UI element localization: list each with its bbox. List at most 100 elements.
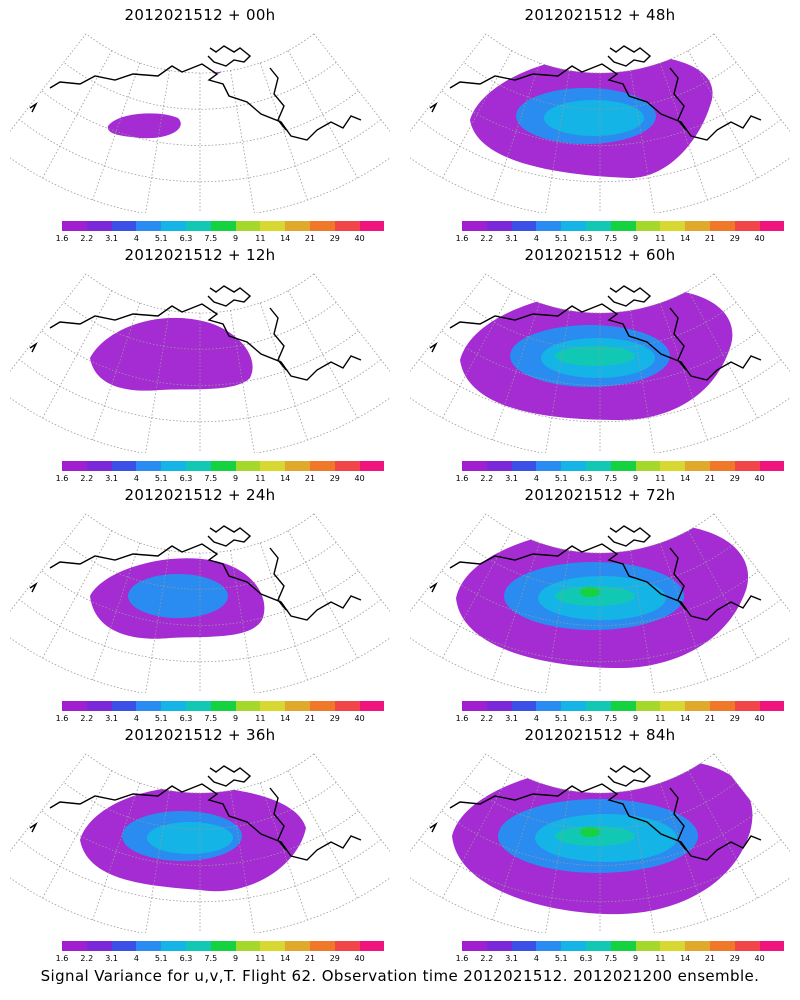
graticule <box>10 753 390 933</box>
colorbar-swatch <box>660 941 686 951</box>
colorbar-swatch <box>285 701 310 711</box>
colorbar-tick-label: 1.6 <box>55 954 69 963</box>
colorbar-swatch <box>285 941 310 951</box>
colorbar-swatch <box>685 701 710 711</box>
colorbar-tick-label: 4 <box>533 474 539 483</box>
colorbar-tick-label: 3.1 <box>505 474 518 483</box>
colorbar-swatch <box>685 461 710 471</box>
colorbar-swatch <box>685 941 710 951</box>
colorbar-tick-label: 6.3 <box>179 234 193 243</box>
colorbar-tick-label: 1.6 <box>55 474 69 483</box>
colorbar-swatch <box>161 701 186 711</box>
forecast-panel: 2012021512 + 48h 1.6 2.2 3.1 4 5.1 6.3 7.5 9 11 14… <box>400 0 800 243</box>
coastline <box>29 525 362 621</box>
colorbar-tick-label: 3.1 <box>505 714 518 723</box>
colorbar-swatch <box>610 221 636 231</box>
colorbar-tick-label: 9 <box>633 714 639 723</box>
colorbar-tick-label: 14 <box>280 714 291 723</box>
colorbar-swatch <box>309 701 335 711</box>
colorbar-tick-label: 5.1 <box>154 714 168 723</box>
colorbar-tick-label: 7.5 <box>604 954 618 963</box>
panel-title: 2012021512 + 72h <box>524 486 676 504</box>
graticule <box>410 273 790 453</box>
colorbar-swatch <box>660 461 686 471</box>
colorbar-tick-label: 40 <box>354 234 365 243</box>
colorbar-swatch <box>136 701 162 711</box>
colorbar-swatch <box>734 701 760 711</box>
colorbar-swatch <box>759 221 785 231</box>
graticule <box>10 273 390 453</box>
colorbar-tick-label: 7.5 <box>204 474 218 483</box>
colorbar-tick-label: 1.6 <box>55 714 69 723</box>
colorbar-swatch <box>635 221 661 231</box>
colorbar-swatch <box>486 701 512 711</box>
colorbar-swatch <box>86 461 112 471</box>
colorbar-swatch <box>660 701 686 711</box>
colorbar-swatch <box>759 941 785 951</box>
colorbar-tick-label: 7.5 <box>204 234 218 243</box>
variance-field <box>580 827 600 837</box>
colorbar-swatch <box>210 701 236 711</box>
colorbar-tick-label: 21 <box>304 234 316 243</box>
colorbar-tick-label: 1.6 <box>455 234 469 243</box>
colorbar-swatch <box>285 221 310 231</box>
graticule <box>10 513 390 693</box>
colorbar-tick-label: 1.6 <box>455 954 469 963</box>
colorbar-tick-label: 9 <box>233 714 239 723</box>
colorbar-swatch <box>309 221 335 231</box>
colorbar-swatch <box>462 941 487 951</box>
colorbar-tick-label: 14 <box>280 954 291 963</box>
colorbar <box>62 221 385 231</box>
colorbar-tick-label: 1.6 <box>455 474 469 483</box>
colorbar-swatch <box>585 941 611 951</box>
colorbar-tick-label: 4 <box>533 234 539 243</box>
colorbar-tick-label: 1.6 <box>455 714 469 723</box>
panel-title: 2012021512 + 12h <box>124 246 276 264</box>
colorbar-swatch <box>359 701 385 711</box>
colorbar-swatch <box>260 461 286 471</box>
colorbar-tick-label: 40 <box>754 954 765 963</box>
colorbar-tick-label: 6.3 <box>579 954 593 963</box>
graticule <box>410 753 790 933</box>
colorbar-swatch <box>359 221 385 231</box>
forecast-panel: 2012021512 + 24h 1.6 2.2 3.1 4 5.1 6.3 7.5 9 11 14… <box>0 480 400 723</box>
colorbar-tick-label: 14 <box>680 234 691 243</box>
forecast-panel: 2012021512 + 72h 1.6 2.2 3.1 4 5.1 6.3 7.5 9 11 14… <box>400 480 800 723</box>
graticule <box>10 33 390 213</box>
panel-title: 2012021512 + 48h <box>524 6 676 24</box>
colorbar-swatch <box>185 221 211 231</box>
colorbar-tick-label: 21 <box>704 714 716 723</box>
colorbar-swatch <box>536 221 562 231</box>
colorbar-swatch <box>285 461 310 471</box>
variance-field <box>128 574 228 618</box>
colorbar-tick-label: 21 <box>304 954 316 963</box>
colorbar-tick-label: 5.1 <box>554 714 568 723</box>
colorbar-tick-label: 21 <box>304 714 316 723</box>
colorbar-swatch <box>536 701 562 711</box>
colorbar-swatch <box>759 461 785 471</box>
colorbar-tick-label: 29 <box>729 954 740 963</box>
graticule <box>410 513 790 693</box>
colorbar-swatch <box>685 221 710 231</box>
colorbar-swatch <box>111 941 137 951</box>
colorbar-tick-label: 3.1 <box>505 954 518 963</box>
colorbar-swatch <box>235 701 261 711</box>
colorbar <box>62 701 385 711</box>
colorbar-tick-label: 4 <box>133 234 139 243</box>
colorbar-tick-label: 9 <box>233 954 239 963</box>
colorbar-swatch <box>260 221 286 231</box>
colorbar-swatch <box>62 221 87 231</box>
colorbar-labels: 1.6 2.2 3.1 4 5.1 6.3 7.5 9 11 14 21 29 40 <box>55 474 365 484</box>
colorbar-swatch <box>536 461 562 471</box>
colorbar-tick-label: 7.5 <box>604 234 618 243</box>
colorbar-labels: 1.6 2.2 3.1 4 5.1 6.3 7.5 9 11 14 21 29 40 <box>55 234 365 244</box>
colorbar-swatch <box>486 221 512 231</box>
colorbar-swatch <box>536 941 562 951</box>
colorbar-swatch <box>309 941 335 951</box>
colorbar-tick-label: 4 <box>533 954 539 963</box>
colorbar-tick-label: 9 <box>233 234 239 243</box>
colorbar-swatch <box>709 461 735 471</box>
colorbar-tick-label: 6.3 <box>179 954 193 963</box>
colorbar-swatch <box>462 461 487 471</box>
colorbar-swatch <box>511 461 537 471</box>
